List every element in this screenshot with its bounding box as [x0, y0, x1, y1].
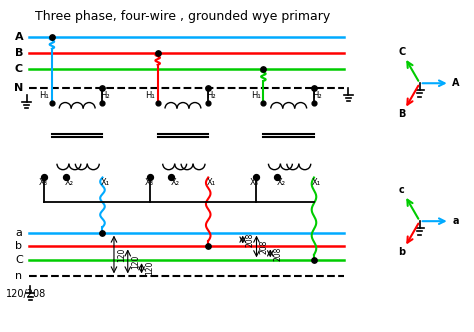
Point [99, 85, 106, 91]
Text: X₁: X₁ [206, 178, 216, 187]
Text: 120: 120 [145, 261, 154, 276]
Point [146, 175, 154, 180]
Text: X₂: X₂ [65, 178, 74, 187]
Point [260, 67, 267, 72]
Point [204, 85, 212, 91]
Text: b: b [15, 241, 22, 251]
Point [310, 85, 318, 91]
Point [273, 175, 281, 180]
Text: X₃: X₃ [39, 178, 48, 187]
Point [62, 175, 70, 180]
Text: 208: 208 [273, 246, 283, 261]
Text: 208: 208 [260, 239, 269, 254]
Text: H₂: H₂ [206, 91, 216, 100]
Point [168, 175, 175, 180]
Text: c: c [399, 185, 405, 195]
Text: H₁: H₁ [145, 91, 155, 100]
Text: A: A [452, 78, 459, 88]
Text: a: a [15, 228, 22, 238]
Text: N: N [14, 83, 23, 93]
Text: X₃: X₃ [250, 178, 259, 187]
Text: B: B [15, 48, 23, 58]
Text: 120: 120 [131, 254, 140, 269]
Text: a: a [452, 216, 459, 226]
Text: X₁: X₁ [100, 178, 110, 187]
Point [99, 230, 106, 235]
Text: H₁: H₁ [39, 91, 49, 100]
Text: C: C [15, 255, 23, 265]
Text: X₃: X₃ [145, 178, 154, 187]
Text: H₁: H₁ [251, 91, 260, 100]
Point [204, 100, 212, 106]
Text: 120: 120 [117, 247, 126, 262]
Point [204, 244, 212, 249]
Text: H₂: H₂ [312, 91, 321, 100]
Text: C: C [398, 47, 405, 57]
Point [40, 175, 48, 180]
Text: Three phase, four-wire , grounded wye primary: Three phase, four-wire , grounded wye pr… [36, 10, 330, 23]
Point [252, 175, 259, 180]
Point [154, 51, 162, 56]
Text: n: n [15, 271, 22, 281]
Text: H₂: H₂ [100, 91, 110, 100]
Point [48, 35, 55, 40]
Point [310, 100, 318, 106]
Text: b: b [398, 247, 405, 257]
Text: C: C [15, 64, 23, 74]
Text: B: B [398, 109, 405, 119]
Text: X₁: X₁ [312, 178, 321, 187]
Text: A: A [15, 32, 23, 42]
Text: X₂: X₂ [276, 178, 285, 187]
Point [310, 258, 318, 263]
Text: X₂: X₂ [171, 178, 180, 187]
Text: 120/208: 120/208 [6, 289, 46, 299]
Point [48, 100, 55, 106]
Point [154, 100, 162, 106]
Point [260, 100, 267, 106]
Point [99, 100, 106, 106]
Text: 208: 208 [246, 232, 255, 247]
